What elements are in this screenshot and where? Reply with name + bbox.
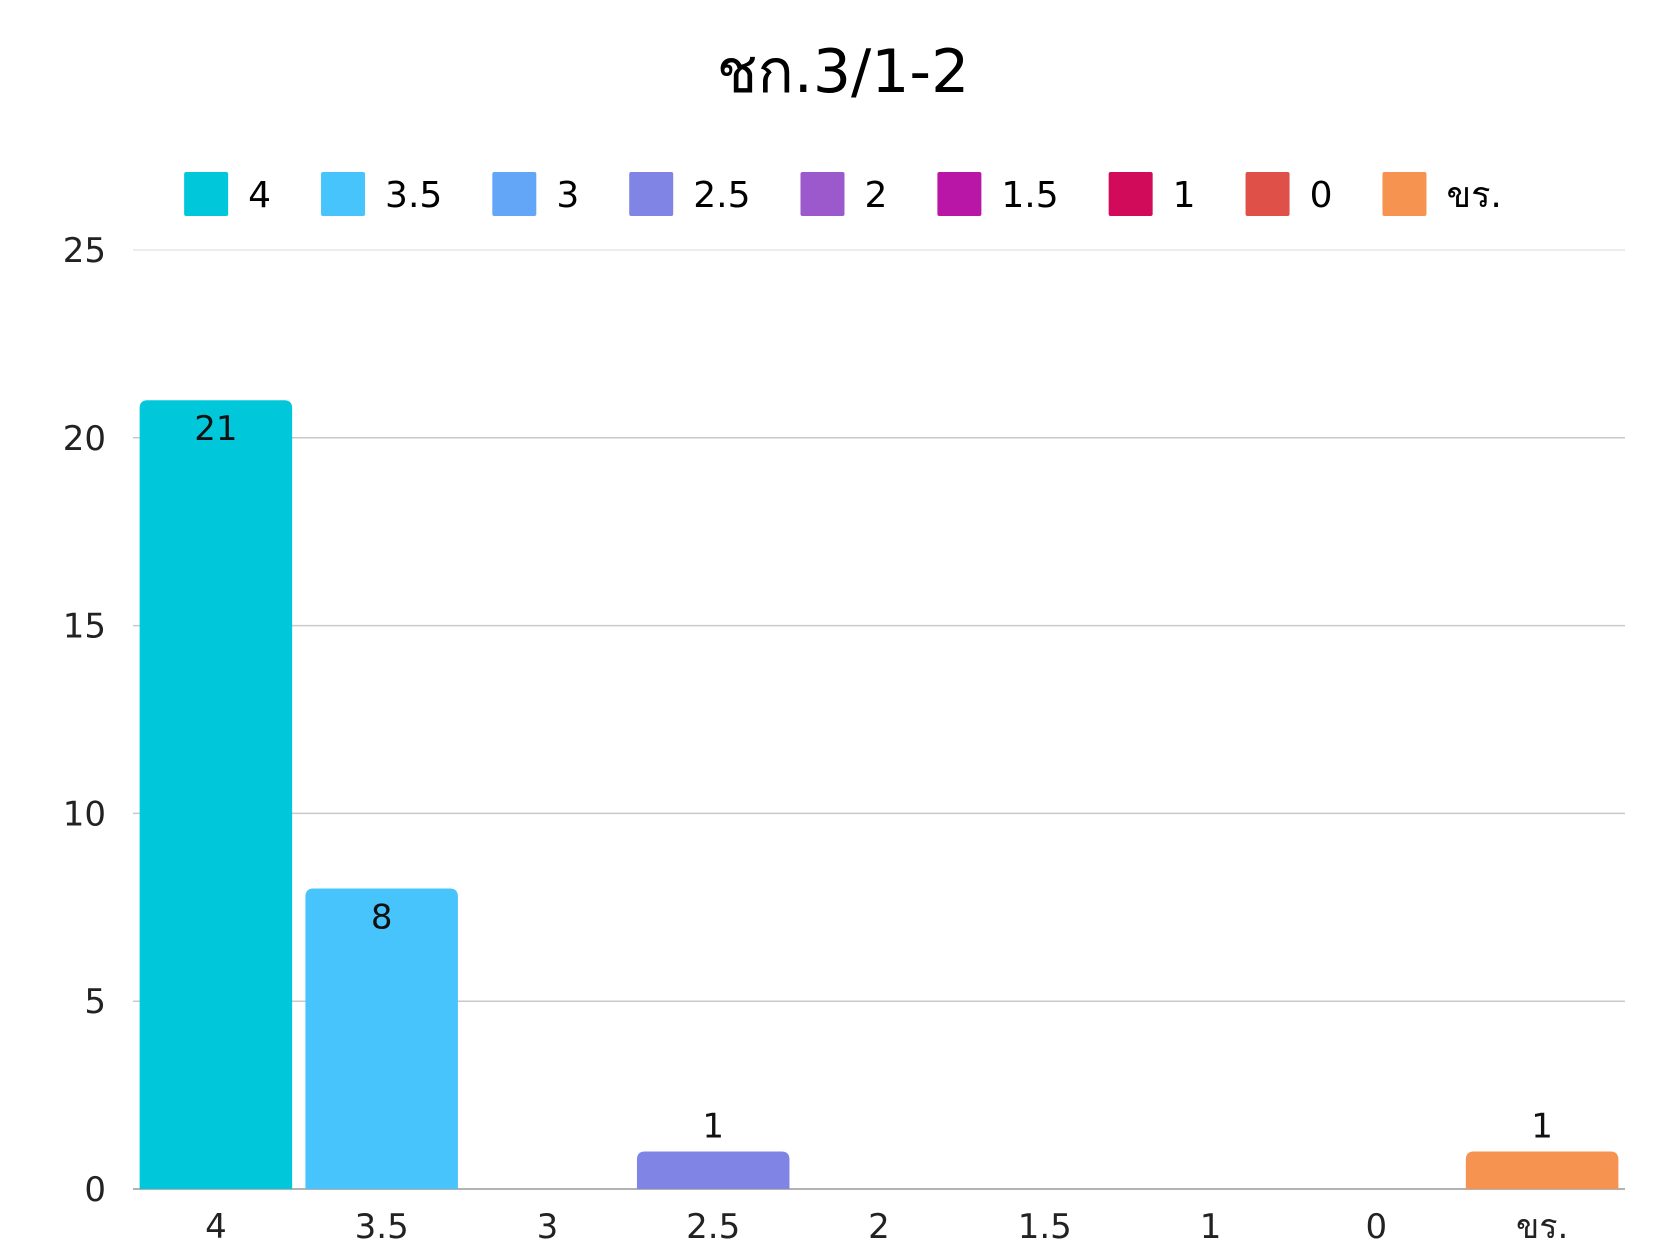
x-tick-label: 1 xyxy=(1200,1207,1222,1247)
legend-label: ขร. xyxy=(1446,175,1501,216)
y-tick-label: 5 xyxy=(84,982,106,1022)
legend-item: 3.5 xyxy=(321,172,442,216)
data-label: 1 xyxy=(1531,1106,1553,1146)
legend-swatch xyxy=(184,172,229,216)
data-label: 1 xyxy=(702,1106,724,1146)
legend-swatch xyxy=(1245,172,1290,216)
legend-item: 0 xyxy=(1245,172,1333,216)
legend-label: 4 xyxy=(248,175,271,216)
legend-swatch xyxy=(1382,172,1427,216)
bars: 21 8 1 1 xyxy=(139,400,1619,1189)
data-label: 8 xyxy=(371,898,393,938)
y-axis: 0 5 10 15 20 25 xyxy=(63,231,106,1210)
legend-item: 2 xyxy=(800,172,887,216)
x-tick-label: 3.5 xyxy=(355,1207,409,1247)
legend-label: 0 xyxy=(1310,175,1333,216)
legend-swatch xyxy=(629,172,674,216)
legend-item: 2.5 xyxy=(629,172,750,216)
data-label: 21 xyxy=(194,409,237,449)
x-axis: 4 3.5 3 2.5 2 1.5 1 0 ขร. xyxy=(205,1207,1568,1247)
y-tick-label: 25 xyxy=(63,231,106,271)
bar xyxy=(305,888,458,1189)
legend-label: 3 xyxy=(556,175,579,216)
legend-swatch xyxy=(800,172,845,216)
x-tick-label: 4 xyxy=(205,1207,227,1247)
legend-label: 3.5 xyxy=(385,175,442,216)
chart-title: ชก.3/1-2 xyxy=(717,37,970,107)
x-tick-label: 1.5 xyxy=(1018,1207,1072,1247)
x-tick-label: 0 xyxy=(1366,1207,1388,1247)
legend: 4 3.5 3 2.5 2 1.5 1 0 ขร. xyxy=(184,172,1502,216)
x-tick-label: 2 xyxy=(868,1207,890,1247)
legend-swatch xyxy=(937,172,982,216)
x-tick-label: 2.5 xyxy=(686,1207,740,1247)
legend-item: 1.5 xyxy=(937,172,1059,216)
legend-item: 1 xyxy=(1108,172,1196,216)
legend-item: 3 xyxy=(492,172,579,216)
legend-swatch xyxy=(1108,172,1153,216)
bar xyxy=(139,400,293,1189)
y-tick-label: 20 xyxy=(63,419,106,459)
legend-label: 2 xyxy=(864,175,887,216)
y-tick-label: 15 xyxy=(63,607,106,647)
y-tick-label: 0 xyxy=(84,1170,106,1210)
legend-swatch xyxy=(321,172,366,216)
legend-item: 4 xyxy=(184,172,271,216)
legend-label: 2.5 xyxy=(693,175,750,216)
bar xyxy=(1465,1151,1619,1189)
y-tick-label: 10 xyxy=(63,794,106,834)
bar xyxy=(636,1151,790,1189)
x-tick-label: ขร. xyxy=(1516,1207,1568,1247)
legend-item: ขร. xyxy=(1382,172,1502,216)
x-tick-label: 3 xyxy=(537,1207,559,1247)
legend-label: 1 xyxy=(1173,175,1196,216)
legend-label: 1.5 xyxy=(1001,175,1058,216)
legend-swatch xyxy=(492,172,537,216)
